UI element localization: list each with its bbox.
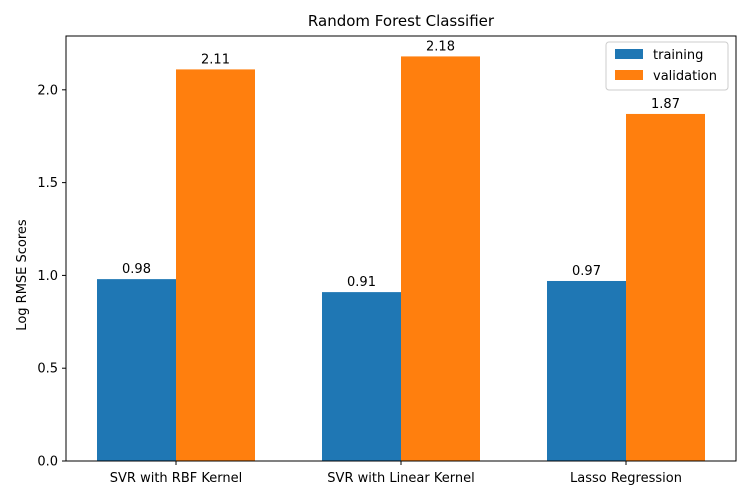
- chart-title: Random Forest Classifier: [308, 12, 495, 30]
- bar-training: [322, 292, 401, 461]
- x-tick-label: Lasso Regression: [570, 471, 682, 486]
- legend-swatch-validation: [615, 70, 643, 80]
- y-ticks-group: 0.0 0.5 1.0 1.5 2.0: [37, 83, 66, 470]
- plot-frame: [65, 35, 737, 462]
- y-tick-label: 1.5: [37, 176, 58, 191]
- data-label-training: 0.91: [347, 275, 376, 290]
- bars-group: 0.98 2.11 0.91 2.18 0.97 1.87: [97, 39, 705, 461]
- y-axis-label: Log RMSE Scores: [15, 219, 30, 331]
- x-tick-label: SVR with Linear Kernel: [327, 471, 474, 486]
- legend: training validation: [605, 41, 729, 91]
- x-tick-label: SVR with RBF Kernel: [110, 471, 242, 486]
- legend-swatch-training: [615, 49, 643, 59]
- data-label-validation: 1.87: [651, 97, 680, 112]
- bar-training: [97, 279, 176, 461]
- legend-label-validation: validation: [653, 69, 717, 84]
- data-label-validation: 2.11: [201, 52, 230, 67]
- y-tick-label: 0.0: [37, 455, 58, 470]
- bar-validation: [401, 56, 480, 461]
- bar-validation: [626, 113, 705, 461]
- legend-label-training: training: [653, 48, 703, 63]
- y-tick-label: 2.0: [37, 83, 58, 98]
- data-label-training: 0.98: [122, 262, 151, 277]
- data-label-validation: 2.18: [426, 39, 455, 54]
- bar-training: [547, 280, 626, 461]
- bar-validation: [176, 69, 255, 461]
- data-label-training: 0.97: [572, 264, 601, 279]
- y-tick-label: 0.5: [37, 362, 58, 377]
- y-tick-label: 1.0: [37, 269, 58, 284]
- x-ticks-group: SVR with RBF Kernel SVR with Linear Kerne…: [110, 461, 682, 486]
